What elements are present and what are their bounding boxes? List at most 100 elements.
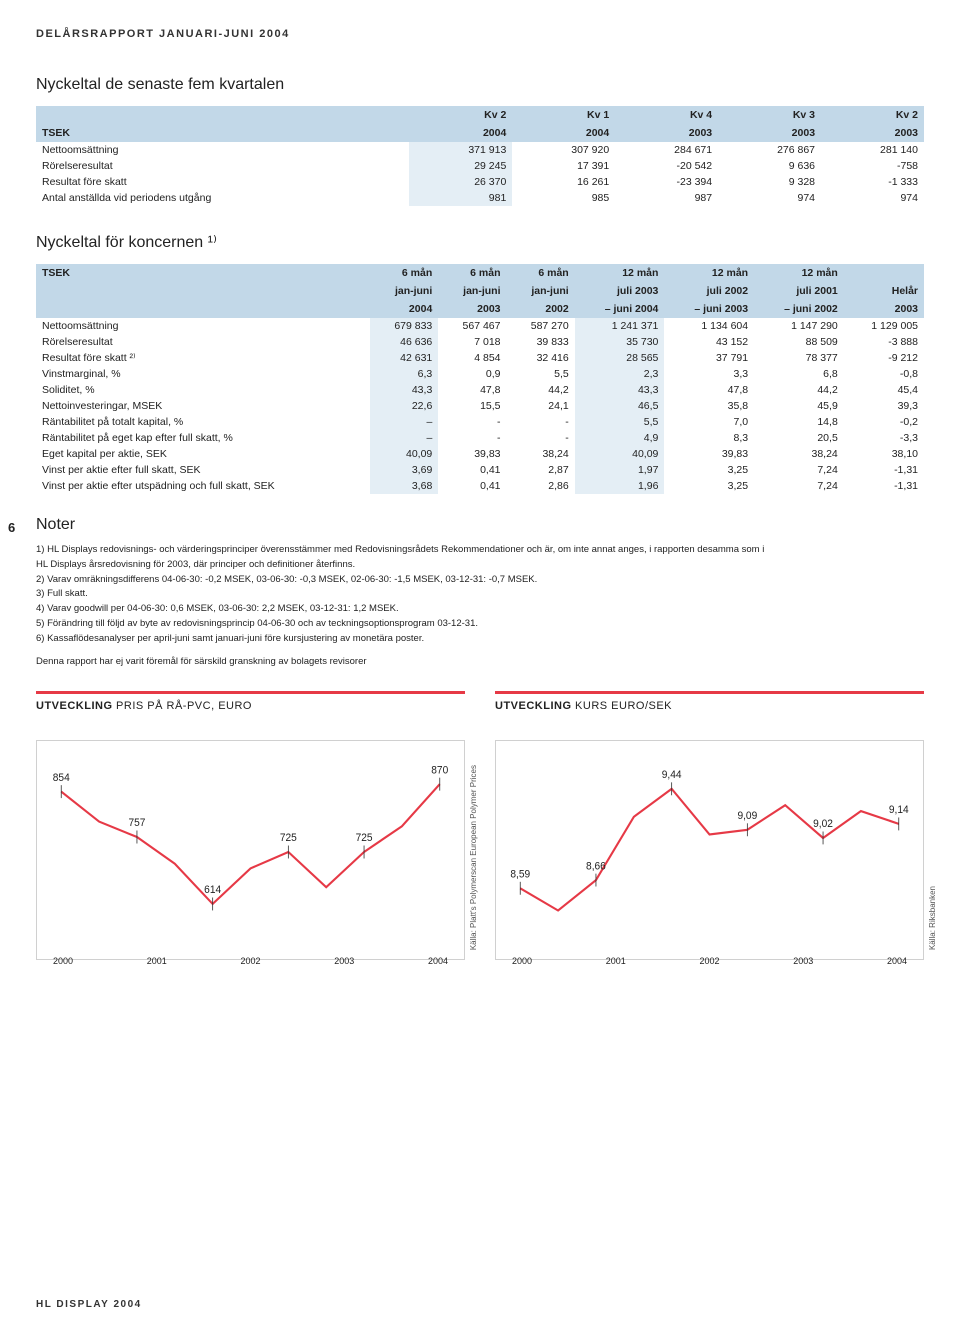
table-cell: -0,2 — [844, 414, 924, 430]
table-cell: – — [370, 430, 438, 446]
table-cell: 6,3 — [370, 366, 438, 382]
table-cell: 32 416 — [507, 350, 575, 366]
chart-x-label: 2002 — [699, 956, 719, 966]
table-cell: -23 394 — [615, 174, 718, 190]
table-row: Resultat före skatt ²⁾42 6314 85432 4162… — [36, 350, 924, 366]
table-cell: 28 565 — [575, 350, 665, 366]
col-header: 2003 — [718, 124, 821, 142]
table-cell: 40,09 — [370, 446, 438, 462]
table-row: Resultat före skatt26 37016 261-23 3949 … — [36, 174, 924, 190]
table-cell: 38,24 — [507, 446, 575, 462]
report-footer: HL DISPLAY 2004 — [36, 1299, 142, 1310]
table-cell: -20 542 — [615, 158, 718, 174]
table-cell: Vinst per aktie efter full skatt, SEK — [36, 462, 370, 478]
table-cell: Nettoinvesteringar, MSEK — [36, 398, 370, 414]
table-cell: 37 791 — [664, 350, 754, 366]
chart-point-label: 854 — [53, 772, 70, 783]
table2-title: Nyckeltal för koncernen ¹⁾ — [36, 232, 924, 252]
col-header: Kv 3 — [718, 106, 821, 124]
table-cell: 974 — [718, 190, 821, 206]
table-cell: 7 018 — [438, 334, 506, 350]
chart-x-label: 2000 — [512, 956, 532, 966]
col-header: juli 2001 — [754, 282, 844, 300]
col-header: 2003 — [615, 124, 718, 142]
chart-x-label: 2004 — [428, 956, 448, 966]
table-cell: 587 270 — [507, 318, 575, 334]
table-cell: 567 467 — [438, 318, 506, 334]
table-cell: 2,3 — [575, 366, 665, 382]
table-cell: 7,24 — [754, 462, 844, 478]
table-cell: 5,5 — [575, 414, 665, 430]
table-cell: 47,8 — [438, 382, 506, 398]
chart-x-label: 2001 — [147, 956, 167, 966]
table-cell: 43 152 — [664, 334, 754, 350]
table-cell: Nettoomsättning — [36, 142, 409, 158]
table-cell: - — [438, 414, 506, 430]
col-header: Kv 4 — [615, 106, 718, 124]
col-header: TSEK — [36, 264, 370, 282]
table-cell: 1 147 290 — [754, 318, 844, 334]
table-cell: 5,5 — [507, 366, 575, 382]
table-cell: 39,83 — [438, 446, 506, 462]
table-cell: 22,6 — [370, 398, 438, 414]
table-cell: 14,8 — [754, 414, 844, 430]
col-header: 6 mån — [507, 264, 575, 282]
col-header — [844, 264, 924, 282]
chart-point-label: 9,09 — [737, 810, 757, 821]
chart-left-title-strong: UTVECKLING — [36, 700, 113, 712]
table-cell: 276 867 — [718, 142, 821, 158]
col-header: TSEK — [36, 124, 409, 142]
table-cell: 974 — [821, 190, 924, 206]
note-line: 4) Varav goodwill per 04-06-30: 0,6 MSEK… — [36, 603, 924, 616]
charts-row: 854757614725725870 20002001200220032004 … — [36, 740, 924, 960]
table-cell: 40,09 — [575, 446, 665, 462]
table-cell: 7,0 — [664, 414, 754, 430]
table-cell: Rörelseresultat — [36, 158, 409, 174]
table-cell: 307 920 — [512, 142, 615, 158]
table-cell: 9 636 — [718, 158, 821, 174]
col-header: 2004 — [512, 124, 615, 142]
col-header: 2004 — [409, 124, 512, 142]
table-cell: 47,8 — [664, 382, 754, 398]
col-header: 2003 — [844, 300, 924, 318]
chart-right-title-rest: KURS EURO/SEK — [572, 700, 673, 712]
chart-left-xlabels: 20002001200220032004 — [47, 956, 454, 966]
chart-point-label: 757 — [128, 818, 145, 829]
table-cell: 1 129 005 — [844, 318, 924, 334]
table-cell: 20,5 — [754, 430, 844, 446]
table-cell: 281 140 — [821, 142, 924, 158]
table-cell: 39,83 — [664, 446, 754, 462]
col-header: juli 2002 — [664, 282, 754, 300]
table-cell: - — [507, 414, 575, 430]
table-cell: -0,8 — [844, 366, 924, 382]
table-cell: 981 — [409, 190, 512, 206]
table-cell: 1,97 — [575, 462, 665, 478]
table-cell: Rörelseresultat — [36, 334, 370, 350]
table-cell: 6,8 — [754, 366, 844, 382]
table-row: Vinstmarginal, %6,30,95,52,33,36,8-0,8 — [36, 366, 924, 382]
table-cell: 2,86 — [507, 478, 575, 494]
table-row: Rörelseresultat46 6367 01839 83335 73043… — [36, 334, 924, 350]
table-cell: 39,3 — [844, 398, 924, 414]
chart-point-label: 870 — [431, 765, 448, 776]
table-cell: - — [438, 430, 506, 446]
chart-line — [61, 784, 440, 904]
table-row: Rörelseresultat29 24517 391-20 5429 636-… — [36, 158, 924, 174]
table-cell: 7,24 — [754, 478, 844, 494]
chart-x-label: 2003 — [793, 956, 813, 966]
col-header: – juni 2004 — [575, 300, 665, 318]
table-cell: 3,68 — [370, 478, 438, 494]
chart-point-label: 8,66 — [586, 861, 606, 872]
table-cell: 43,3 — [370, 382, 438, 398]
table-cell: 46 636 — [370, 334, 438, 350]
table-cell: – — [370, 414, 438, 430]
col-header: 2002 — [507, 300, 575, 318]
table-cell: 39 833 — [507, 334, 575, 350]
table-cell: 43,3 — [575, 382, 665, 398]
chart-x-label: 2003 — [334, 956, 354, 966]
table-cell: 1,96 — [575, 478, 665, 494]
chart-point-label: 8,59 — [510, 869, 530, 880]
chart-x-label: 2001 — [606, 956, 626, 966]
page-number: 6 — [8, 520, 15, 535]
note-line: HL Displays årsredovisning för 2003, där… — [36, 559, 924, 572]
